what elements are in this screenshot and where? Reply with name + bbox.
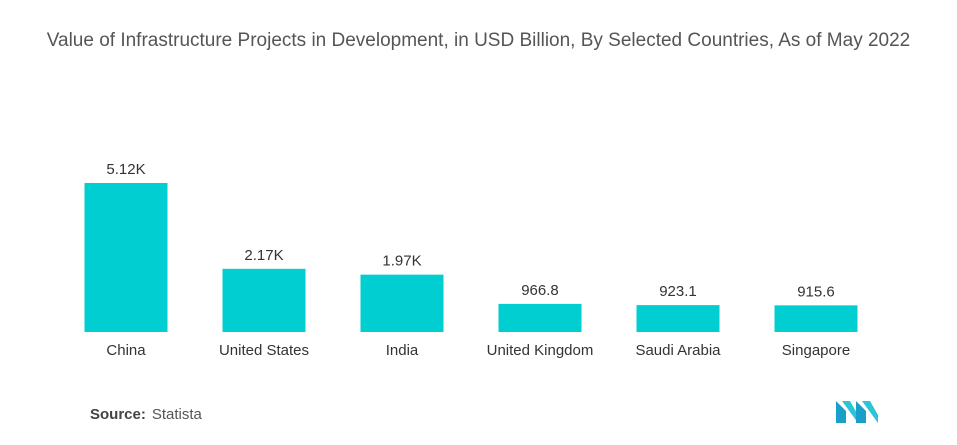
category-label: United States	[219, 342, 309, 359]
category-label: China	[106, 342, 146, 359]
bar-value-label: 923.1	[659, 283, 697, 300]
bar-united-kingdom	[498, 303, 582, 332]
chart-title: Value of Infrastructure Projects in Deve…	[46, 30, 911, 51]
bar-value-label: 2.17K	[244, 247, 283, 264]
bar-value-label: 966.8	[521, 282, 559, 299]
category-label: Singapore	[782, 342, 850, 359]
category-label: Saudi Arabia	[635, 342, 721, 359]
source-note: Source: Statista	[90, 406, 202, 423]
mordor-intelligence-logo-icon	[836, 401, 878, 423]
bar-value-label: 915.6	[797, 283, 835, 300]
bar-saudi-arabia	[636, 305, 720, 332]
bar-china	[84, 183, 168, 332]
source-label: Source:	[90, 406, 146, 423]
bar-singapore	[774, 305, 858, 332]
bar-india	[360, 274, 444, 332]
category-label: India	[386, 342, 419, 359]
category-label: United Kingdom	[487, 342, 594, 359]
bar-united-states	[222, 268, 306, 332]
bar-value-label: 5.12K	[106, 161, 145, 178]
source-value: Statista	[151, 406, 202, 423]
bar-value-label: 1.97K	[382, 253, 421, 270]
